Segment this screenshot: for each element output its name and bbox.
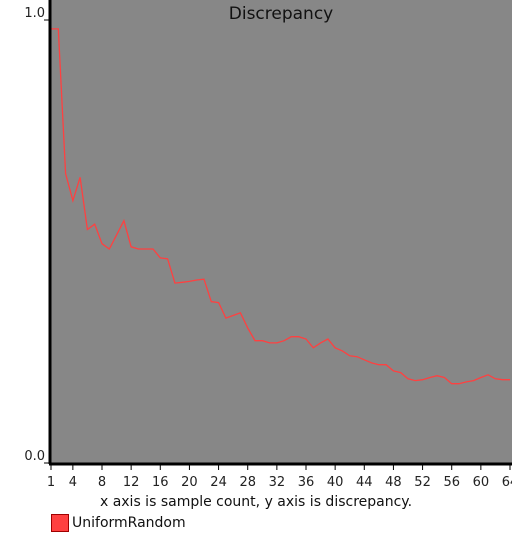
x-tick-label: 52 — [414, 475, 431, 490]
x-tick-label: 1 — [47, 475, 55, 490]
x-axis-label: x axis is sample count, y axis is discre… — [99, 494, 413, 510]
legend-label-uniformrandom: UniformRandom — [72, 515, 186, 531]
x-tick-label: 20 — [181, 475, 198, 490]
x-tick-label: 40 — [327, 475, 344, 490]
chart-title: Discrepancy — [229, 4, 333, 24]
x-tick-label: 28 — [239, 475, 256, 490]
legend-swatch-uniformrandom — [51, 514, 69, 532]
plot-area — [51, 0, 512, 463]
x-tick-label: 64 — [502, 475, 512, 490]
x-tick-label: 16 — [152, 475, 169, 490]
x-tick-label: 36 — [298, 475, 315, 490]
y-tick-label: 0.0 — [24, 449, 45, 464]
legend: UniformRandom — [51, 514, 186, 532]
x-tick-label: 56 — [443, 475, 460, 490]
x-ticks: 1481216202428323640444852566064 — [47, 464, 512, 490]
y-ticks: 1.0 0.0 — [24, 6, 50, 464]
x-tick-label: 48 — [385, 475, 402, 490]
series-line-uniformrandom — [51, 28, 510, 385]
y-tick-label: 1.0 — [24, 6, 45, 21]
x-tick-label: 32 — [269, 475, 286, 490]
x-tick-label: 60 — [473, 475, 490, 490]
series-layer — [51, 28, 510, 385]
x-tick-label: 8 — [98, 475, 106, 490]
x-tick-label: 24 — [210, 475, 227, 490]
x-tick-label: 12 — [123, 475, 140, 490]
x-tick-label: 4 — [69, 475, 77, 490]
x-tick-label: 44 — [356, 475, 373, 490]
